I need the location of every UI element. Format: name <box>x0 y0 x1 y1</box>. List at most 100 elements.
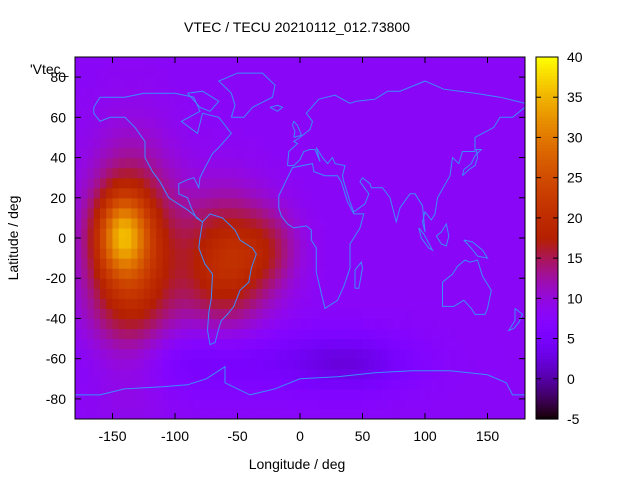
heatmap-cell <box>487 77 495 88</box>
heatmap-cell <box>450 147 457 159</box>
heatmap-cell <box>375 238 382 249</box>
heatmap-cell <box>512 348 520 360</box>
y-tick-label: 80 <box>50 69 66 85</box>
heatmap-cell <box>200 278 207 289</box>
heatmap-cell <box>112 308 120 320</box>
heatmap-cell <box>362 348 370 360</box>
heatmap-cell <box>225 388 232 400</box>
heatmap-cell <box>156 137 164 149</box>
heatmap-cell <box>343 77 351 88</box>
heatmap-cell <box>137 408 145 419</box>
heatmap-cell <box>500 207 507 219</box>
heatmap-cell <box>175 318 182 330</box>
heatmap-cell <box>168 238 176 249</box>
heatmap-cell <box>150 318 157 330</box>
heatmap-cell <box>237 398 245 410</box>
colorbar-swatch <box>536 210 558 215</box>
heatmap-cell <box>400 77 407 88</box>
heatmap-cell <box>393 318 401 330</box>
heatmap-cell <box>256 107 264 118</box>
heatmap-cell <box>187 127 195 139</box>
heatmap-cell <box>143 177 151 189</box>
heatmap-cell <box>206 318 214 330</box>
heatmap-cell <box>250 398 257 410</box>
heatmap-cell <box>125 87 132 98</box>
heatmap-cell <box>381 258 389 269</box>
heatmap-cell <box>462 157 470 169</box>
heatmap-cell <box>456 127 464 139</box>
heatmap-cell <box>325 348 332 360</box>
heatmap-cell <box>293 268 301 279</box>
heatmap-cell <box>268 338 276 350</box>
heatmap-cell <box>300 278 307 289</box>
heatmap-cell <box>431 167 439 179</box>
heatmap-cell <box>156 268 164 279</box>
heatmap-cell <box>212 67 220 78</box>
heatmap-cell <box>462 127 470 139</box>
heatmap-cell <box>431 248 439 259</box>
heatmap-cell <box>156 197 164 209</box>
heatmap-cell <box>225 167 232 179</box>
heatmap-cell <box>268 348 276 360</box>
heatmap-cell <box>243 378 251 390</box>
heatmap-cell <box>237 127 245 139</box>
heatmap-cell <box>168 258 176 269</box>
heatmap-cell <box>181 238 189 249</box>
heatmap-cell <box>381 127 389 139</box>
heatmap-cell <box>443 328 451 340</box>
heatmap-cell <box>468 117 476 128</box>
heatmap-cell <box>331 378 339 390</box>
heatmap-cell <box>400 147 407 159</box>
heatmap-cell <box>225 67 232 78</box>
heatmap-cell <box>256 268 264 279</box>
heatmap-cell <box>362 137 370 149</box>
heatmap-cell <box>243 227 251 239</box>
heatmap-cell <box>337 97 345 108</box>
colorbar-swatch <box>536 253 558 257</box>
heatmap-cell <box>212 197 220 209</box>
heatmap-cell <box>143 398 151 410</box>
heatmap-cell <box>300 238 307 249</box>
heatmap-cell <box>343 278 351 289</box>
heatmap-cell <box>456 238 464 249</box>
heatmap-cell <box>75 227 82 239</box>
heatmap-cell <box>181 328 189 340</box>
heatmap-cell <box>206 398 214 410</box>
heatmap-cell <box>262 338 270 350</box>
heatmap-cell <box>312 217 320 229</box>
heatmap-cell <box>281 217 289 229</box>
heatmap-cell <box>431 107 439 118</box>
heatmap-cell <box>162 137 170 149</box>
heatmap-cell <box>318 167 326 179</box>
heatmap-cell <box>450 328 457 340</box>
heatmap-cell <box>362 358 370 370</box>
heatmap-cell <box>350 87 357 98</box>
heatmap-cell <box>518 328 525 340</box>
heatmap-cell <box>231 217 239 229</box>
heatmap-cell <box>343 248 351 259</box>
heatmap-cell <box>300 288 307 299</box>
heatmap-cell <box>106 268 114 279</box>
heatmap-cell <box>81 167 89 179</box>
heatmap-cell <box>425 388 432 400</box>
colorbar-swatch <box>536 141 558 146</box>
heatmap-cell <box>456 157 464 169</box>
heatmap-cell <box>350 278 357 289</box>
heatmap-cell <box>262 147 270 159</box>
colorbar-swatch <box>536 382 558 387</box>
heatmap-cell <box>106 107 114 118</box>
heatmap-cell <box>281 278 289 289</box>
heatmap-cell <box>293 328 301 340</box>
heatmap-cell <box>462 318 470 330</box>
coastline-australia <box>442 259 492 315</box>
heatmap-cell <box>262 408 270 419</box>
heatmap-cell <box>487 147 495 159</box>
colorbar-swatch <box>536 195 558 200</box>
heatmap-cell <box>125 57 132 68</box>
heatmap-cell <box>287 167 295 179</box>
heatmap-cell <box>200 408 207 419</box>
heatmap-cell <box>425 378 432 390</box>
heatmap-cell <box>100 147 107 159</box>
heatmap-cell <box>400 177 407 189</box>
heatmap-cell <box>506 368 514 380</box>
